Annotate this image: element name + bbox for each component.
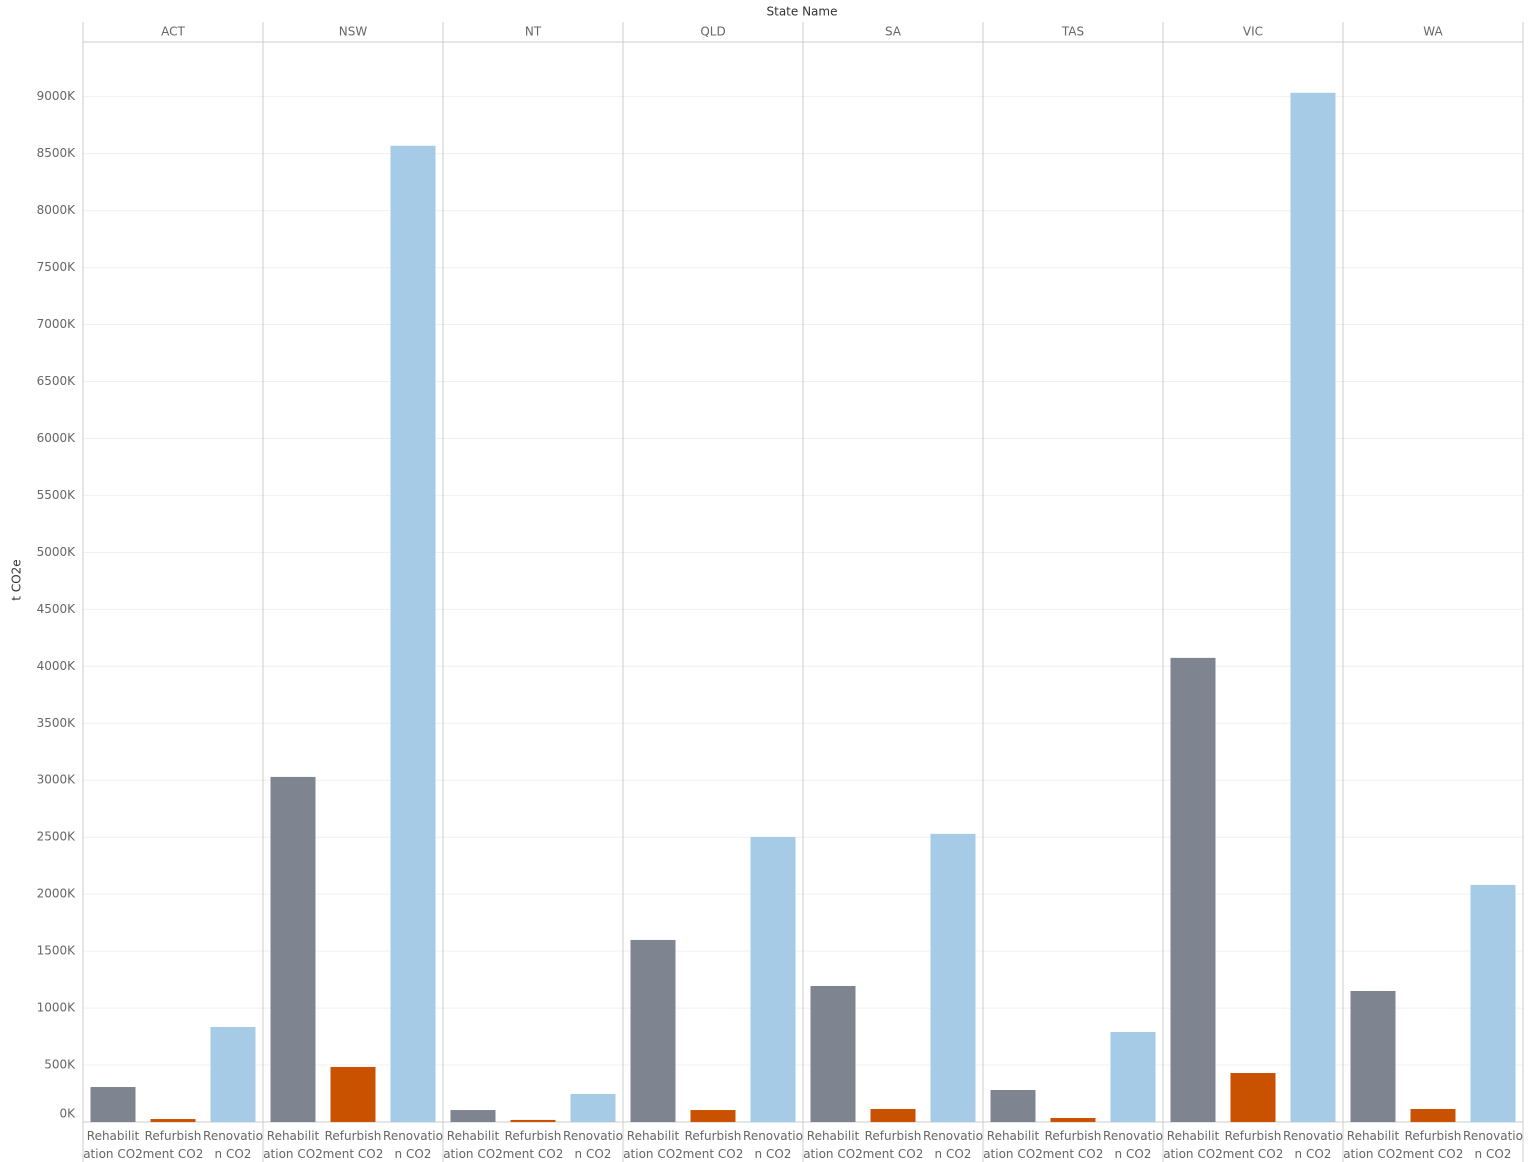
facet-title: State Name <box>767 5 838 19</box>
x-tick-label: Rehabilit ation CO2 <box>263 1129 323 1161</box>
bar <box>630 939 676 1122</box>
bar <box>1170 657 1216 1122</box>
y-tick-label: 9000K <box>37 89 77 103</box>
bar <box>330 1066 376 1122</box>
bar <box>390 145 436 1123</box>
x-tick-label: Rehabilit ation CO2 <box>803 1129 863 1161</box>
y-tick-label: 4500K <box>37 602 77 616</box>
bar <box>570 1093 616 1122</box>
x-tick-label: Refurbish ment CO2 <box>1223 1129 1284 1161</box>
panel-label: QLD <box>700 25 725 39</box>
bar <box>90 1087 136 1122</box>
y-tick-label: 6500K <box>37 374 77 388</box>
x-tick-label: Refurbish ment CO2 <box>1043 1129 1104 1161</box>
x-tick-label: Renovatio n CO2 <box>1103 1129 1163 1161</box>
x-tick-label: Refurbish ment CO2 <box>683 1129 744 1161</box>
y-tick-label: 8500K <box>37 146 77 160</box>
bar <box>1230 1073 1276 1122</box>
x-tick-label: Renovatio n CO2 <box>1283 1129 1343 1161</box>
x-tick-label: Renovatio n CO2 <box>383 1129 443 1161</box>
bar <box>210 1026 256 1122</box>
panel-label: SA <box>885 25 902 39</box>
y-tick-label: 7500K <box>37 260 77 274</box>
y-tick-label: 4000K <box>37 659 77 673</box>
bar <box>930 833 976 1122</box>
x-tick-label: Refurbish ment CO2 <box>1403 1129 1464 1161</box>
y-tick-label: 5500K <box>37 488 77 502</box>
bar <box>1110 1032 1156 1122</box>
x-tick-label: Renovatio n CO2 <box>743 1129 803 1161</box>
bar <box>690 1110 736 1122</box>
bar <box>150 1119 196 1122</box>
bar <box>450 1110 496 1122</box>
y-tick-label: 3500K <box>37 716 77 730</box>
y-tick-label: 5000K <box>37 545 77 559</box>
x-tick-label: Rehabilit ation CO2 <box>443 1129 503 1161</box>
bar <box>1290 92 1336 1122</box>
x-tick-label: Renovatio n CO2 <box>203 1129 263 1161</box>
bar <box>1050 1118 1096 1122</box>
panel-label: NSW <box>339 25 368 39</box>
x-tick-label: Refurbish ment CO2 <box>323 1129 384 1161</box>
x-tick-label: Refurbish ment CO2 <box>863 1129 924 1161</box>
y-tick-label: 3000K <box>37 773 77 787</box>
x-tick-label: Rehabilit ation CO2 <box>1343 1129 1403 1161</box>
bar <box>1470 884 1516 1122</box>
bar <box>270 776 316 1122</box>
x-tick-label: Rehabilit ation CO2 <box>83 1129 143 1161</box>
bar <box>870 1109 916 1122</box>
panel-label: WA <box>1423 25 1443 39</box>
panel-label: NT <box>525 25 542 39</box>
y-tick-label: 2500K <box>37 830 77 844</box>
bar <box>750 836 796 1122</box>
y-tick-label: 500K <box>44 1058 76 1072</box>
panel-label: VIC <box>1243 25 1263 39</box>
x-tick-label: Refurbish ment CO2 <box>143 1129 204 1161</box>
y-tick-label: 6000K <box>37 431 77 445</box>
y-axis-title: t CO2e <box>10 559 24 600</box>
y-tick-label: 7000K <box>37 317 77 331</box>
bar <box>1410 1109 1456 1122</box>
x-tick-label: Rehabilit ation CO2 <box>983 1129 1043 1161</box>
panel-label: ACT <box>161 25 185 39</box>
bar <box>1350 990 1396 1122</box>
bar <box>510 1119 556 1122</box>
x-tick-label: Renovatio n CO2 <box>563 1129 623 1161</box>
x-tick-label: Renovatio n CO2 <box>923 1129 983 1161</box>
x-tick-label: Rehabilit ation CO2 <box>623 1129 683 1161</box>
y-tick-label: 2000K <box>37 887 77 901</box>
y-tick-label: 0K <box>59 1107 76 1121</box>
x-tick-label: Renovatio n CO2 <box>1463 1129 1523 1161</box>
bar <box>810 985 856 1122</box>
y-tick-label: 8000K <box>37 203 77 217</box>
x-tick-label: Refurbish ment CO2 <box>503 1129 564 1161</box>
panel-label: TAS <box>1061 25 1084 39</box>
x-tick-label: Rehabilit ation CO2 <box>1163 1129 1223 1161</box>
y-tick-label: 1000K <box>37 1001 77 1015</box>
bar <box>990 1089 1036 1122</box>
y-tick-label: 1500K <box>37 944 77 958</box>
